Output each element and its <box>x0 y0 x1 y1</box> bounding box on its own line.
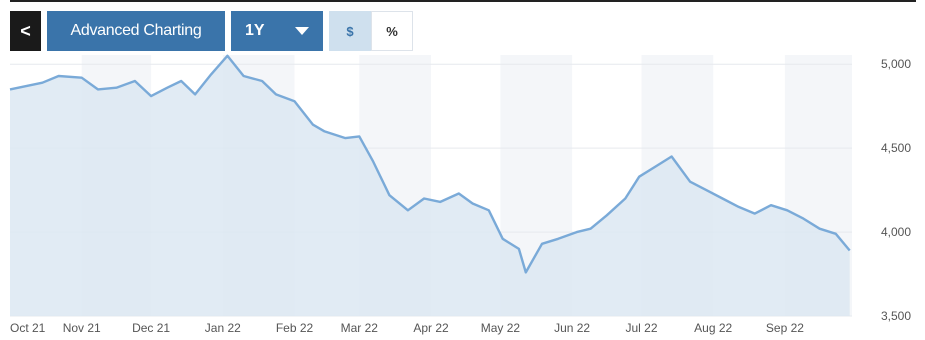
x-tick-label: Oct 21 <box>10 321 46 335</box>
x-tick-label: Aug 22 <box>694 321 732 335</box>
x-tick-label: Jan 22 <box>205 321 241 335</box>
advanced-charting-button[interactable]: Advanced Charting <box>47 11 225 51</box>
x-tick-label: May 22 <box>481 321 521 335</box>
price-line <box>9 54 851 274</box>
x-tick-label: Dec 21 <box>132 321 170 335</box>
caret-down-icon <box>295 27 309 35</box>
x-tick-label: Jul 22 <box>625 321 657 335</box>
time-range-dropdown[interactable]: 1Y <box>231 11 323 51</box>
percent-mode-button[interactable]: % <box>371 11 413 51</box>
back-button[interactable]: < <box>10 11 41 51</box>
x-tick-label: Sep 22 <box>766 321 804 335</box>
y-tick-label: 3,500 <box>881 309 911 323</box>
x-tick-label: Feb 22 <box>276 321 314 335</box>
x-tick-label: Jun 22 <box>554 321 590 335</box>
x-tick-label: Nov 21 <box>63 321 101 335</box>
top-border <box>10 0 916 2</box>
chart-toolbar: < Advanced Charting 1Y $ % <box>10 11 413 51</box>
time-range-label: 1Y <box>245 22 265 39</box>
currency-mode-button[interactable]: $ <box>329 11 371 51</box>
price-area <box>10 55 850 317</box>
x-tick-label: Apr 22 <box>413 321 449 335</box>
y-tick-label: 5,000 <box>881 57 911 71</box>
y-tick-label: 4,500 <box>881 141 911 155</box>
x-tick-label: Mar 22 <box>341 321 379 335</box>
y-tick-label: 4,000 <box>881 225 911 239</box>
